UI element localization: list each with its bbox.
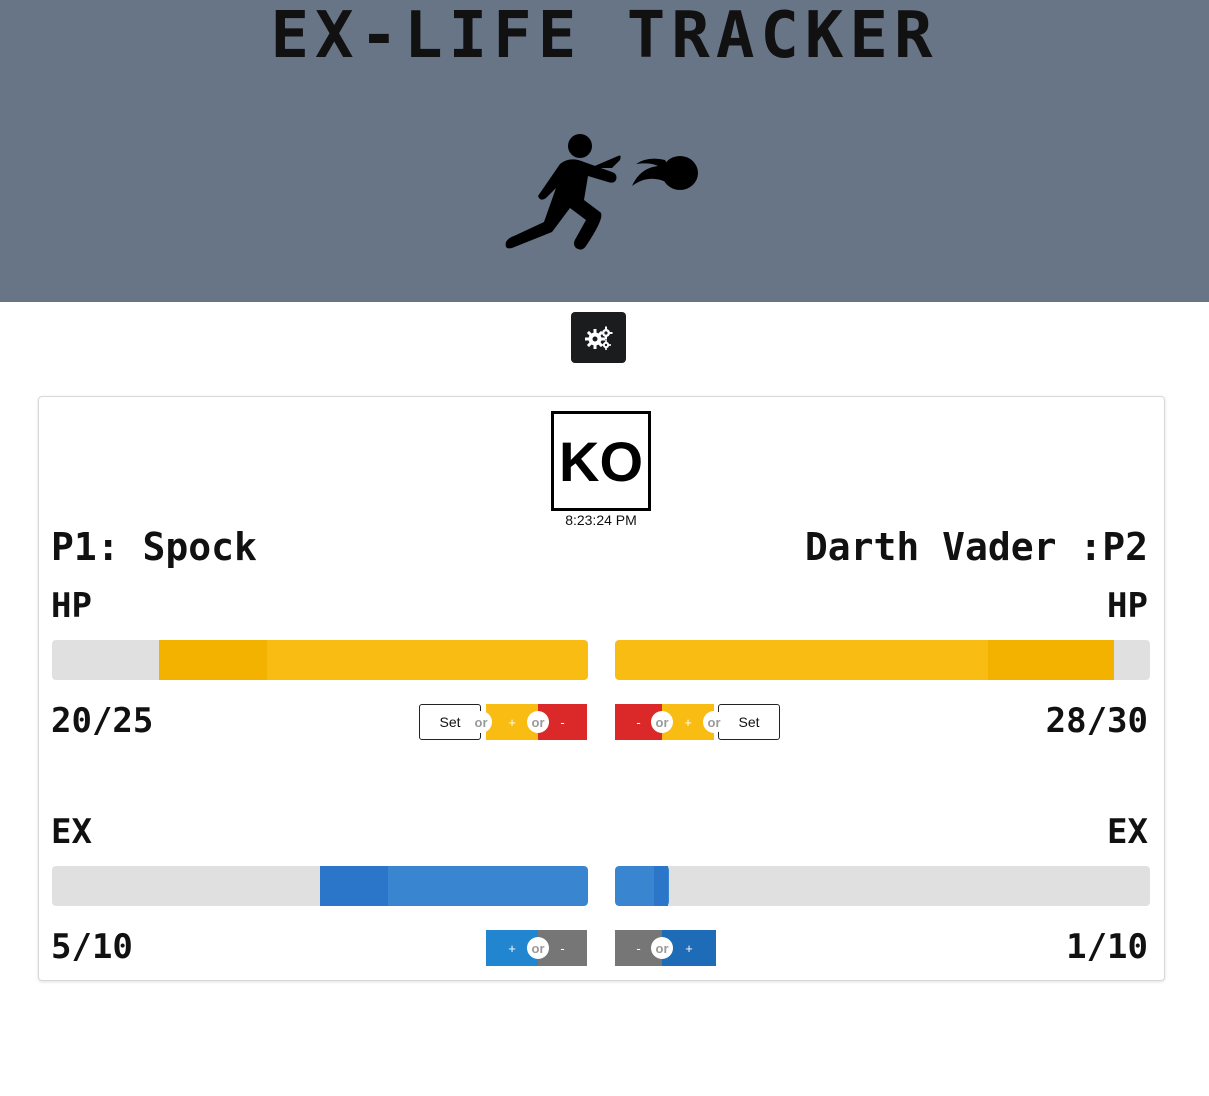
- p1-ex-controls: + or -: [486, 930, 587, 966]
- p1-ex-bar: [52, 866, 588, 906]
- p2-hp-set-button[interactable]: Set: [718, 704, 780, 740]
- p1-ex-label: EX: [51, 812, 92, 852]
- p2-ex-label: EX: [1107, 812, 1148, 852]
- header-banner: EX-LIFE TRACKER: [0, 0, 1209, 302]
- p1-ex-value: 5/10: [51, 927, 133, 967]
- p1-hp-value: 20/25: [51, 701, 154, 741]
- cogs-icon: [584, 326, 612, 350]
- fireball-thrower-icon: [505, 134, 698, 250]
- p1-name: P1: Spock: [51, 525, 257, 569]
- p2-hp-recent-segment: [988, 640, 1114, 680]
- match-clock: 8:23:24 PM: [565, 512, 637, 528]
- p2-ex-recent-segment: [654, 866, 668, 906]
- p2-name: Darth Vader :P2: [804, 525, 1148, 569]
- p2-hp-controls: - or + or Set: [615, 704, 780, 740]
- p2-ex-controls: - or +: [615, 930, 716, 966]
- p2-ex-value: 1/10: [1066, 927, 1148, 967]
- p2-hp-value: 28/30: [1045, 701, 1148, 741]
- p1-ex-recent-segment: [320, 866, 388, 906]
- ko-button[interactable]: KO: [551, 411, 651, 511]
- p1-hp-controls: Set or + or -: [419, 704, 587, 740]
- settings-button[interactable]: [571, 312, 626, 363]
- p2-hp-bar: [615, 640, 1150, 680]
- app-title: EX-LIFE TRACKER: [270, 0, 939, 73]
- p1-hp-label: HP: [51, 586, 92, 626]
- p1-hp-recent-segment: [159, 640, 267, 680]
- p2-hp-label: HP: [1107, 586, 1148, 626]
- p1-hp-bar: [52, 640, 588, 680]
- p2-ex-bar: [615, 866, 1150, 906]
